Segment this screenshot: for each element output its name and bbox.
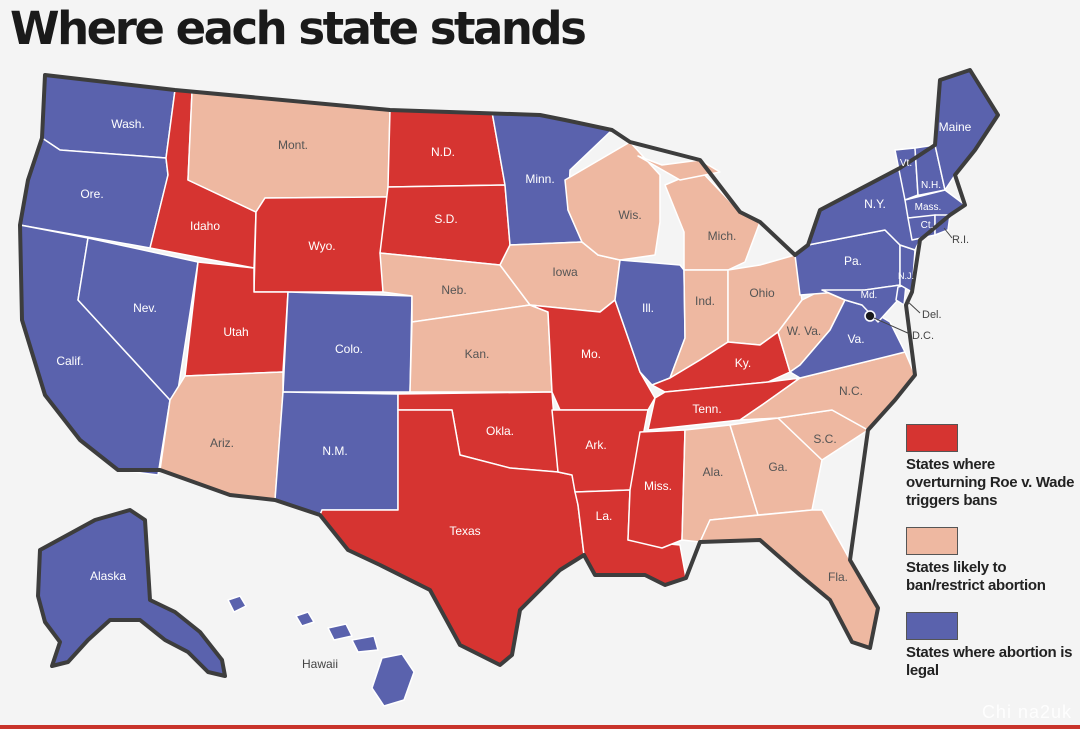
label-nc: N.C. <box>839 384 863 398</box>
hawaii-island <box>351 635 379 653</box>
label-in: Ind. <box>695 294 715 308</box>
label-ks: Kan. <box>465 347 490 361</box>
ri-leader-line <box>943 227 953 239</box>
hawaii-island <box>327 623 353 641</box>
label-ms: Miss. <box>644 479 672 493</box>
label-ak: Alaska <box>90 569 126 583</box>
watermark: Chi na2uk <box>981 702 1072 722</box>
label-mi: Mich. <box>708 229 737 243</box>
label-oh: Ohio <box>749 286 775 300</box>
label-il: Ill. <box>642 301 654 315</box>
state-md[interactable] <box>821 284 901 323</box>
legend-swatch <box>906 424 958 452</box>
label-co: Colo. <box>335 342 363 356</box>
label-wa: Wash. <box>111 117 145 131</box>
country-outline <box>18 68 1000 667</box>
label-nv: Nev. <box>133 301 157 315</box>
label-wi: Wis. <box>618 208 641 222</box>
state-wy[interactable] <box>253 196 389 293</box>
label-ca: Calif. <box>56 354 83 368</box>
label-or: Ore. <box>80 187 103 201</box>
state-labels: Wash. Ore. Calif. Nev. Idaho Mont. Wyo. … <box>56 117 971 671</box>
label-al: Ala. <box>703 465 724 479</box>
legend-legal: States where abortion is legal <box>906 612 1076 680</box>
label-mt: Mont. <box>278 138 308 152</box>
state-fl[interactable] <box>699 509 879 649</box>
alaska-island <box>227 595 247 613</box>
label-ga: Ga. <box>768 460 787 474</box>
label-wy: Wyo. <box>308 239 335 253</box>
label-mo: Mo. <box>581 347 601 361</box>
label-nd: N.D. <box>431 145 455 159</box>
label-id: Idaho <box>190 219 220 233</box>
state-hi[interactable] <box>371 653 415 707</box>
alaska-outline <box>36 508 227 678</box>
label-hi: Hawaii <box>302 657 338 671</box>
label-tn: Tenn. <box>692 402 721 416</box>
page-title: Where each state stands <box>10 2 587 55</box>
label-fl: Fla. <box>828 570 848 584</box>
label-nh: N.H. <box>921 180 941 191</box>
legend-swatch <box>906 527 958 555</box>
label-de: Del. <box>922 309 942 321</box>
dc-leader-line <box>873 317 911 335</box>
legend-label: States where overturning Roe v. Wade tri… <box>906 456 1075 509</box>
label-vt: Vt. <box>900 158 912 169</box>
label-sc: S.C. <box>813 432 836 446</box>
legend-label: States likely to ban/restrict abortion <box>906 559 1046 594</box>
state-mi[interactable] <box>664 169 761 271</box>
hawaii-island <box>295 611 315 627</box>
state-mt[interactable] <box>187 91 391 213</box>
label-nm: N.M. <box>322 444 347 458</box>
label-pa: Pa. <box>844 254 862 268</box>
label-ar: Ark. <box>585 438 606 452</box>
label-nj: N.J. <box>898 271 914 281</box>
label-ok: Okla. <box>486 424 514 438</box>
label-dc: D.C. <box>912 330 934 342</box>
label-az: Ariz. <box>210 436 234 450</box>
legend-label: States where abortion is legal <box>906 644 1073 679</box>
de-leader-line <box>905 299 921 314</box>
label-ny: N.Y. <box>864 197 886 211</box>
label-la: La. <box>596 509 613 523</box>
label-ri: R.I. <box>952 234 969 246</box>
label-sd: S.D. <box>434 212 457 226</box>
label-ct: Ct. <box>921 220 934 231</box>
label-wv: W. Va. <box>787 324 821 338</box>
label-ut: Utah <box>223 325 248 339</box>
label-md: Md. <box>861 290 878 301</box>
legend-swatch <box>906 612 958 640</box>
legend-likely-restrict: States likely to ban/restrict abortion <box>906 527 1076 595</box>
label-mn: Minn. <box>525 172 554 186</box>
label-me: Maine <box>939 120 972 134</box>
label-ia: Iowa <box>552 265 578 279</box>
bottom-rule <box>0 725 1080 729</box>
label-va: Va. <box>847 332 864 346</box>
dc-dot <box>866 312 874 320</box>
legend-ban-trigger: States where overturning Roe v. Wade tri… <box>906 424 1076 510</box>
label-tx: Texas <box>449 524 480 538</box>
label-ky: Ky. <box>735 356 751 370</box>
label-ma: Mass. <box>915 202 942 213</box>
label-ne: Neb. <box>441 283 466 297</box>
state-mo[interactable] <box>529 299 656 411</box>
